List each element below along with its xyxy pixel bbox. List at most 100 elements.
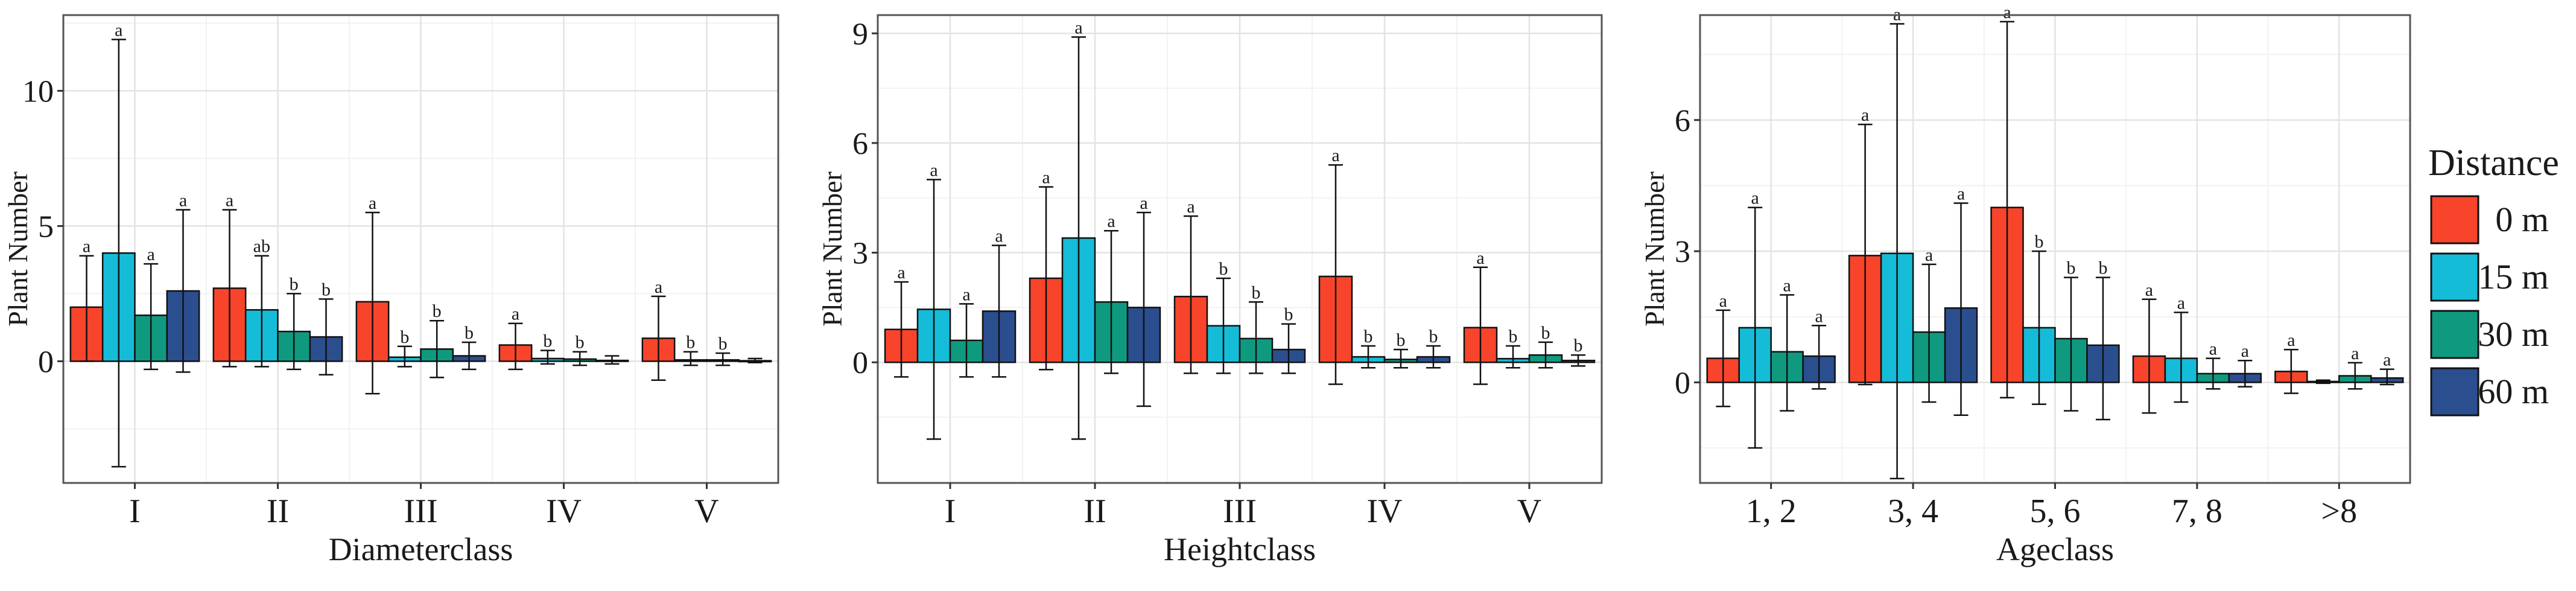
- significance-label: b: [686, 333, 695, 353]
- x-axis-title: Diameterclass: [329, 531, 513, 567]
- significance-label: a: [1815, 306, 1823, 326]
- significance-label: b: [576, 333, 585, 353]
- y-tick-label: 10: [22, 74, 54, 109]
- significance-label: a: [115, 20, 122, 40]
- y-tick-label: 6: [1675, 104, 1690, 138]
- significance-label: b: [2098, 258, 2107, 278]
- significance-label: b: [543, 331, 552, 351]
- x-tick-label: II: [1083, 493, 1106, 530]
- legend-label: 60 m: [2478, 372, 2549, 411]
- significance-label: a: [1861, 105, 1869, 125]
- x-tick-label: 1, 2: [1746, 493, 1797, 530]
- x-tick-label: 7, 8: [2172, 493, 2222, 530]
- significance-label: b: [1429, 327, 1438, 347]
- significance-label: a: [83, 237, 90, 257]
- significance-label: a: [1957, 184, 1965, 203]
- significance-label: b: [1541, 323, 1550, 343]
- significance-label: a: [897, 263, 905, 283]
- significance-label: b: [2035, 232, 2044, 252]
- significance-label: a: [147, 244, 154, 264]
- significance-label: a: [512, 304, 519, 324]
- x-tick-label: V: [1517, 493, 1541, 530]
- legend-title: Distance: [2428, 142, 2559, 184]
- legend-label: 0 m: [2495, 200, 2549, 239]
- x-tick-label: I: [129, 493, 141, 530]
- x-tick-label: V: [694, 493, 719, 530]
- x-tick-label: 3, 4: [1888, 493, 1938, 530]
- y-tick-label: 0: [852, 346, 868, 380]
- significance-label: a: [995, 226, 1003, 246]
- y-tick-label: 3: [1675, 235, 1690, 269]
- legend-swatch: [2430, 310, 2479, 359]
- significance-label: a: [962, 284, 970, 304]
- x-axis-title: Ageclass: [1996, 531, 2114, 567]
- significance-label: b: [1252, 283, 1261, 302]
- significance-label: b: [465, 323, 474, 343]
- significance-label: a: [179, 191, 187, 211]
- significance-label: a: [1187, 197, 1194, 217]
- significance-label: a: [2351, 343, 2359, 363]
- y-tick-label: 0: [38, 345, 54, 379]
- y-tick-label: 9: [852, 17, 868, 51]
- significance-label: b: [322, 280, 331, 299]
- y-tick-label: 5: [38, 209, 54, 244]
- x-tick-label: >8: [2321, 493, 2358, 530]
- significance-label: b: [1364, 327, 1373, 347]
- significance-label: a: [1331, 145, 1339, 165]
- legend-label: 30 m: [2478, 315, 2549, 354]
- y-axis-title: Plant Number: [1639, 171, 1670, 327]
- significance-label: a: [1719, 291, 1727, 311]
- significance-label: a: [1107, 211, 1115, 231]
- significance-label: a: [2209, 339, 2217, 359]
- y-tick-label: 6: [852, 127, 868, 161]
- significance-label: a: [1925, 245, 1933, 265]
- x-tick-label: III: [404, 493, 438, 530]
- significance-label: b: [1509, 327, 1518, 347]
- significance-label: b: [719, 334, 728, 354]
- significance-label: a: [1074, 18, 1082, 37]
- significance-label: a: [1476, 248, 1484, 268]
- significance-label: a: [1140, 193, 1147, 213]
- significance-label: a: [2145, 280, 2153, 300]
- significance-label: b: [2066, 258, 2075, 278]
- significance-label: a: [2241, 341, 2249, 361]
- x-tick-label: IV: [546, 493, 582, 530]
- significance-label: a: [2383, 350, 2391, 370]
- legend-swatch: [2430, 367, 2479, 417]
- significance-label: a: [2177, 293, 2185, 313]
- y-axis-title: Plant Number: [2, 171, 33, 327]
- significance-label: a: [1751, 188, 1759, 208]
- significance-label: a: [930, 160, 937, 180]
- legend: Distance 0 m 15 m 30 m 60 m: [2428, 142, 2559, 417]
- significance-label: b: [290, 274, 299, 294]
- y-tick-label: 3: [852, 237, 868, 271]
- x-tick-label: II: [267, 493, 289, 530]
- significance-label: a: [1042, 168, 1050, 188]
- significance-label: b: [1397, 330, 1406, 350]
- significance-label: a: [2003, 2, 2011, 22]
- x-tick-label: I: [945, 493, 956, 530]
- significance-label: a: [2287, 330, 2295, 350]
- x-tick-label: 5, 6: [2030, 493, 2081, 530]
- x-tick-label: IV: [1366, 493, 1402, 530]
- significance-label: b: [400, 327, 409, 347]
- y-axis-title: Plant Number: [817, 171, 848, 327]
- significance-label: b: [433, 301, 442, 321]
- y-tick-label: 0: [1675, 366, 1690, 400]
- legend-swatch: [2430, 252, 2479, 302]
- significance-label: b: [1219, 259, 1228, 279]
- significance-label: ab: [253, 237, 270, 257]
- significance-label: a: [369, 193, 376, 213]
- significance-label: a: [226, 191, 233, 211]
- x-tick-label: III: [1223, 493, 1257, 530]
- significance-label: a: [655, 277, 662, 297]
- legend-swatch: [2430, 195, 2479, 244]
- significance-label: a: [1783, 276, 1791, 296]
- x-axis-title: Heightclass: [1164, 531, 1316, 567]
- significance-label: b: [1574, 336, 1583, 356]
- significance-label: b: [1284, 305, 1293, 325]
